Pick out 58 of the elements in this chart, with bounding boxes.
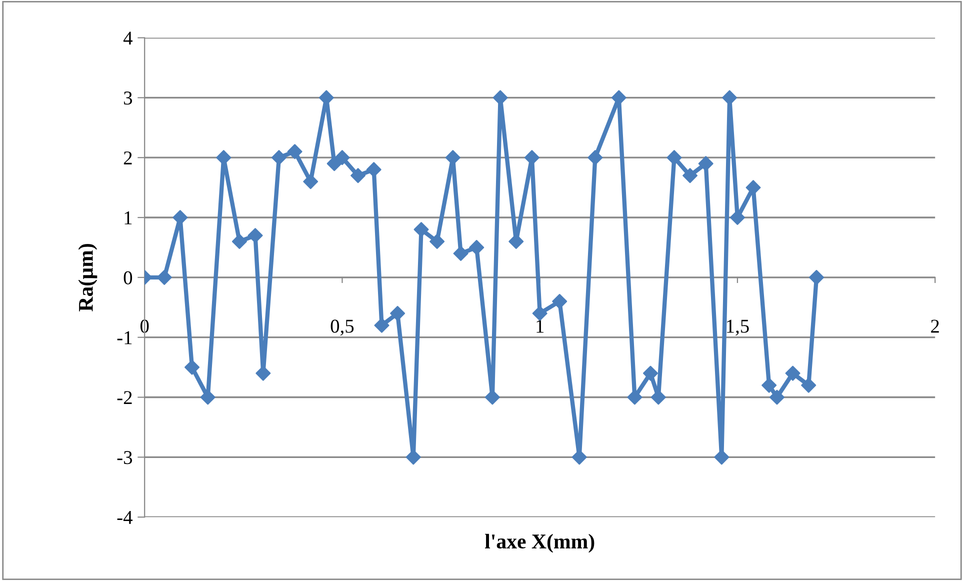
point xyxy=(714,450,730,465)
point xyxy=(256,366,271,381)
x-tick-label: 1 xyxy=(536,320,544,333)
point xyxy=(650,390,666,405)
y-tick-label: -1 xyxy=(117,331,132,344)
point xyxy=(366,162,382,178)
point xyxy=(469,240,484,255)
y-tick-label: 0 xyxy=(124,271,132,284)
y-tick-label: -3 xyxy=(117,451,132,464)
y-tick-label: 1 xyxy=(124,211,132,224)
x-axis-title: l'axe X(mm) xyxy=(485,534,594,553)
point xyxy=(627,390,642,405)
point xyxy=(271,150,286,166)
point xyxy=(532,306,548,321)
point xyxy=(406,450,421,465)
point xyxy=(414,222,429,237)
point xyxy=(232,234,247,249)
y-tick-label: -4 xyxy=(117,511,132,524)
point xyxy=(809,270,824,285)
point xyxy=(334,150,350,166)
point xyxy=(453,246,468,261)
point xyxy=(666,150,682,166)
point xyxy=(722,90,738,106)
point xyxy=(484,390,500,405)
point xyxy=(216,150,232,166)
point xyxy=(698,156,714,172)
point xyxy=(524,150,540,166)
point xyxy=(156,270,172,285)
point xyxy=(350,168,366,184)
x-tick-label: 1,5 xyxy=(727,320,749,336)
point xyxy=(762,378,777,393)
point xyxy=(572,450,587,465)
point xyxy=(430,234,445,249)
point xyxy=(801,378,816,393)
x-tick-label: 0,5 xyxy=(330,320,354,336)
point xyxy=(552,294,568,309)
point xyxy=(492,90,508,106)
point xyxy=(200,390,216,405)
point xyxy=(303,174,318,190)
point xyxy=(785,366,800,381)
y-axis-title: Ra(µm) xyxy=(78,244,98,312)
y-tick-label: 3 xyxy=(124,92,132,105)
point xyxy=(374,318,390,333)
y-tick-label: -2 xyxy=(117,391,132,404)
point xyxy=(682,168,698,184)
point xyxy=(287,144,302,160)
point xyxy=(588,150,603,166)
point xyxy=(643,366,658,381)
x-tick-label: 2 xyxy=(931,320,939,333)
point xyxy=(730,210,745,226)
point xyxy=(769,390,784,405)
point xyxy=(248,228,263,243)
y-tick-label: 4 xyxy=(123,32,132,45)
point xyxy=(611,90,626,106)
y-tick-label: 2 xyxy=(124,151,132,164)
point xyxy=(184,360,200,375)
point xyxy=(390,306,406,321)
x-tick-label: 0 xyxy=(140,320,149,333)
